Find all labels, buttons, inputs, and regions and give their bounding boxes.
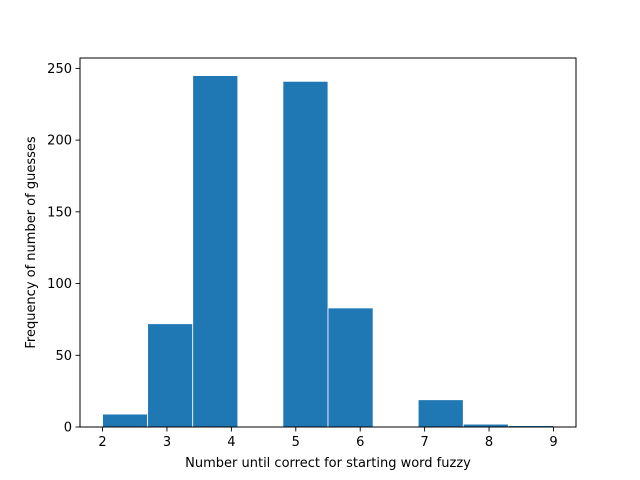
x-tick-label: 5 (292, 435, 300, 450)
y-tick-label: 100 (47, 277, 72, 292)
y-tick-label: 0 (64, 421, 72, 436)
histogram-bar (102, 413, 149, 428)
x-axis-label: Number until correct for starting word f… (185, 456, 471, 471)
y-tick-label: 200 (47, 134, 72, 149)
x-tick-label: 2 (98, 435, 106, 450)
x-tick-label: 9 (549, 435, 557, 450)
y-tick-label: 250 (47, 62, 72, 77)
x-ticks-group: 2 3 4 5 6 7 8 9 (98, 427, 558, 450)
bars-group (102, 75, 554, 428)
histogram-bar (282, 80, 329, 428)
histogram-bar (417, 399, 464, 428)
y-axis-label: Frequency of number of guesses (24, 136, 39, 349)
x-tick-label: 3 (163, 435, 171, 450)
plot-frame (79, 57, 577, 428)
histogram-bar (327, 307, 374, 428)
y-tick-label: 50 (55, 349, 72, 364)
histogram-bar (192, 75, 239, 428)
x-tick-label: 8 (485, 435, 493, 450)
x-tick-label: 7 (420, 435, 428, 450)
histogram-bar (147, 323, 194, 428)
y-ticks-group: 0 50 100 150 200 250 (47, 62, 80, 436)
x-tick-label: 4 (227, 435, 235, 450)
y-tick-label: 150 (47, 205, 72, 220)
x-tick-label: 6 (356, 435, 364, 450)
